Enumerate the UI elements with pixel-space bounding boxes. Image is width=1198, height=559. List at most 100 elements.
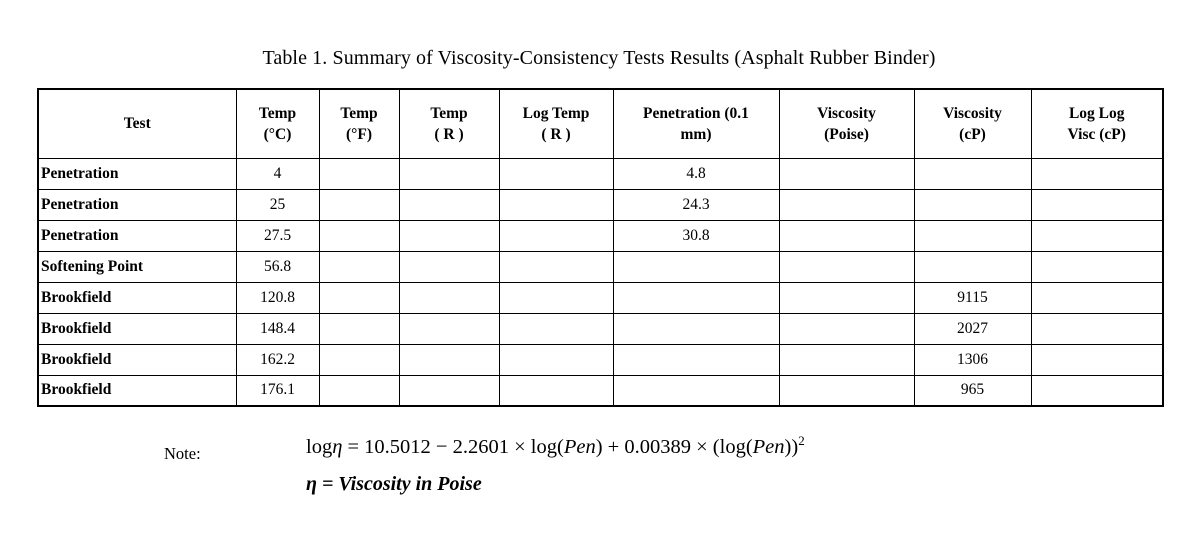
cell-log-temp-r xyxy=(498,250,614,283)
cell-temp-c: 148.4 xyxy=(235,312,320,345)
cell-temp-f xyxy=(318,312,400,345)
cell-viscosity-poise xyxy=(778,219,915,252)
cell-temp-c: 4 xyxy=(235,157,320,190)
cell-viscosity-cp: 1306 xyxy=(913,343,1032,376)
cell-temp-f xyxy=(318,374,400,407)
table-row: Brookfield 120.8 9115 xyxy=(37,281,1164,314)
table-row: Penetration 25 24.3 xyxy=(37,188,1164,221)
cell-temp-f xyxy=(318,343,400,376)
cell-penetration xyxy=(612,250,780,283)
cell-penetration xyxy=(612,374,780,407)
formula-middle: ) + 0.00389 × (log( xyxy=(595,436,753,458)
table-row: Penetration 27.5 30.8 xyxy=(37,219,1164,252)
eta-definition: η = Viscosity in Poise xyxy=(306,473,482,496)
cell-log-temp-r xyxy=(498,281,614,314)
cell-temp-r xyxy=(398,219,500,252)
cell-temp-f xyxy=(318,281,400,314)
cell-temp-c: 25 xyxy=(235,188,320,221)
cell-temp-r xyxy=(398,157,500,190)
cell-viscosity-poise xyxy=(778,250,915,283)
cell-log-temp-r xyxy=(498,374,614,407)
cell-log-temp-r xyxy=(498,188,614,221)
cell-temp-r xyxy=(398,374,500,407)
cell-test: Brookfield xyxy=(37,343,237,376)
column-header-temp-f: Temp (°F) xyxy=(318,88,400,159)
cell-temp-c: 176.1 xyxy=(235,374,320,407)
cell-temp-r xyxy=(398,312,500,345)
cell-temp-f xyxy=(318,250,400,283)
eta-symbol: η xyxy=(306,473,317,495)
cell-viscosity-cp: 2027 xyxy=(913,312,1032,345)
cell-temp-f xyxy=(318,188,400,221)
cell-temp-c: 27.5 xyxy=(235,219,320,252)
eta-definition-text: = Viscosity in Poise xyxy=(316,473,482,495)
table-caption: Table 1. Summary of Viscosity-Consistenc… xyxy=(262,47,936,69)
cell-log-log-visc xyxy=(1030,219,1164,252)
cell-log-log-visc xyxy=(1030,343,1164,376)
formula-exponent: 2 xyxy=(798,433,805,449)
cell-viscosity-cp xyxy=(913,188,1032,221)
cell-temp-c: 120.8 xyxy=(235,281,320,314)
cell-temp-r xyxy=(398,250,500,283)
cell-viscosity-cp xyxy=(913,157,1032,190)
column-header-penetration: Penetration (0.1 mm) xyxy=(612,88,780,159)
formula-closing-parens: )) xyxy=(784,436,799,458)
cell-temp-r xyxy=(398,188,500,221)
cell-penetration: 30.8 xyxy=(612,219,780,252)
cell-penetration: 24.3 xyxy=(612,188,780,221)
cell-viscosity-cp: 9115 xyxy=(913,281,1032,314)
column-header-temp-c: Temp (°C) xyxy=(235,88,320,159)
cell-log-log-visc xyxy=(1030,281,1164,314)
formula-log-operator: log xyxy=(306,436,333,458)
cell-log-log-visc xyxy=(1030,188,1164,221)
cell-penetration xyxy=(612,281,780,314)
cell-viscosity-cp xyxy=(913,250,1032,283)
column-header-log-log-visc: Log Log Visc (cP) xyxy=(1030,88,1164,159)
note-label: Note: xyxy=(164,444,201,463)
header-row: Test Temp (°C) Temp (°F) Temp ( R ) Log … xyxy=(37,88,1164,159)
cell-test: Brookfield xyxy=(37,374,237,407)
column-header-viscosity-cp: Viscosity (cP) xyxy=(913,88,1032,159)
cell-test: Brookfield xyxy=(37,281,237,314)
table-row: Brookfield 162.2 1306 xyxy=(37,343,1164,376)
table-row: Penetration 4 4.8 xyxy=(37,157,1164,190)
cell-log-temp-r xyxy=(498,219,614,252)
cell-temp-r xyxy=(398,281,500,314)
cell-penetration xyxy=(612,343,780,376)
formula-pen-variable: Pen xyxy=(752,436,785,458)
formula-coefficients: = 10.5012 − 2.2601 × log( xyxy=(342,436,564,458)
cell-log-log-visc xyxy=(1030,374,1164,407)
cell-viscosity-poise xyxy=(778,281,915,314)
cell-viscosity-cp xyxy=(913,219,1032,252)
cell-temp-f xyxy=(318,219,400,252)
table-row: Softening Point 56.8 xyxy=(37,250,1164,283)
cell-viscosity-poise xyxy=(778,374,915,407)
cell-test: Brookfield xyxy=(37,312,237,345)
viscosity-regression-formula: logη = 10.5012 − 2.2601 × log(Pen) + 0.0… xyxy=(306,433,805,459)
formula-pen-variable: Pen xyxy=(563,436,596,458)
column-header-viscosity-poise: Viscosity (Poise) xyxy=(778,88,915,159)
cell-temp-c: 56.8 xyxy=(235,250,320,283)
results-table: Test Temp (°C) Temp (°F) Temp ( R ) Log … xyxy=(37,88,1164,407)
cell-log-log-visc xyxy=(1030,250,1164,283)
cell-viscosity-poise xyxy=(778,157,915,190)
cell-log-log-visc xyxy=(1030,312,1164,345)
cell-penetration: 4.8 xyxy=(612,157,780,190)
cell-viscosity-cp: 965 xyxy=(913,374,1032,407)
cell-log-log-visc xyxy=(1030,157,1164,190)
cell-penetration xyxy=(612,312,780,345)
table-row: Brookfield 148.4 2027 xyxy=(37,312,1164,345)
cell-viscosity-poise xyxy=(778,343,915,376)
cell-test: Penetration xyxy=(37,219,237,252)
cell-temp-r xyxy=(398,343,500,376)
cell-temp-c: 162.2 xyxy=(235,343,320,376)
column-header-log-temp-r: Log Temp ( R ) xyxy=(498,88,614,159)
cell-test: Penetration xyxy=(37,188,237,221)
column-header-temp-r: Temp ( R ) xyxy=(398,88,500,159)
cell-test: Softening Point xyxy=(37,250,237,283)
table-row: Brookfield 176.1 965 xyxy=(37,374,1164,407)
cell-log-temp-r xyxy=(498,157,614,190)
cell-log-temp-r xyxy=(498,312,614,345)
cell-temp-f xyxy=(318,157,400,190)
cell-viscosity-poise xyxy=(778,188,915,221)
